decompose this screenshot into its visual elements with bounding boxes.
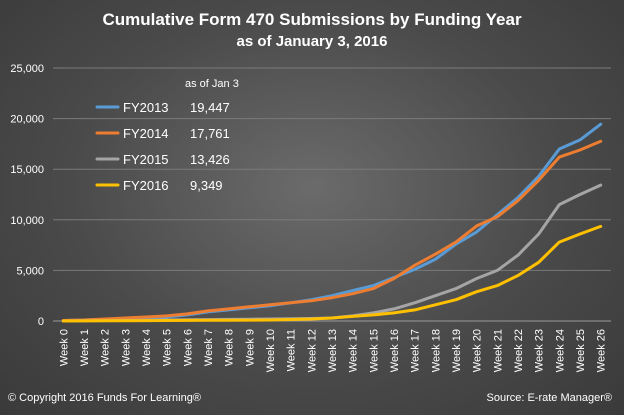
legend-series-name: FY2015 [123, 152, 169, 167]
legend-series-value: 13,426 [190, 152, 230, 167]
x-tick-label: Week 14 [348, 329, 360, 372]
legend-header: as of Jan 3 [185, 78, 239, 90]
y-tick-label: 5,000 [16, 265, 44, 277]
legend-series-name: FY2013 [123, 100, 169, 115]
x-tick-label: Week 10 [265, 329, 277, 372]
x-tick-label: Week 25 [575, 329, 587, 372]
y-tick-label: 0 [38, 316, 44, 328]
x-tick-label: Week 3 [120, 329, 132, 366]
x-tick-label: Week 23 [534, 329, 546, 372]
x-tick-label: Week 11 [286, 329, 298, 371]
y-tick-label: 10,000 [10, 215, 44, 227]
x-tick-label: Week 1 [79, 329, 91, 366]
legend-series-name: FY2016 [123, 178, 169, 193]
x-tick-label: Week 2 [100, 329, 112, 366]
x-tick-label: Week 7 [203, 329, 215, 366]
series-line-fy2014 [61, 139, 603, 322]
x-tick-label: Week 26 [596, 329, 608, 372]
x-tick-label: Week 4 [141, 329, 153, 366]
x-tick-label: Week 20 [472, 329, 484, 372]
x-tick-label: Week 24 [554, 329, 566, 372]
x-tick-label: Week 19 [451, 329, 463, 372]
source-note: Source: E-rate Manager® [486, 392, 613, 404]
chart-title: Cumulative Form 470 Submissions by Fundi… [102, 10, 522, 29]
x-tick-label: Week 16 [389, 329, 401, 372]
x-tick-label: Week 21 [492, 329, 504, 372]
x-tick-label: Week 0 [58, 329, 70, 366]
x-tick-label: Week 5 [162, 329, 174, 366]
x-tick-label: Week 13 [327, 329, 339, 372]
x-tick-label: Week 8 [224, 329, 236, 366]
series-line-fy2016 [61, 224, 603, 323]
legend-series-name: FY2014 [123, 126, 169, 141]
copyright-notice: © Copyright 2016 Funds For Learning® [8, 392, 201, 404]
y-tick-label: 15,000 [10, 164, 44, 176]
series-line-fy2015 [61, 183, 603, 323]
x-tick-label: Week 22 [513, 329, 525, 372]
x-tick-label: Week 18 [430, 329, 442, 372]
chart-subtitle: as of January 3, 2016 [236, 33, 388, 50]
y-tick-label: 25,000 [10, 63, 44, 75]
y-tick-label: 20,000 [10, 114, 44, 126]
x-tick-label: Week 9 [244, 329, 256, 366]
x-tick-label: Week 15 [368, 329, 380, 372]
legend-series-value: 19,447 [190, 100, 230, 115]
legend-series-value: 17,761 [190, 126, 230, 141]
x-tick-label: Week 17 [410, 329, 422, 372]
x-tick-label: Week 12 [306, 329, 318, 372]
x-tick-label: Week 6 [182, 329, 194, 366]
legend-series-value: 9,349 [190, 178, 223, 193]
